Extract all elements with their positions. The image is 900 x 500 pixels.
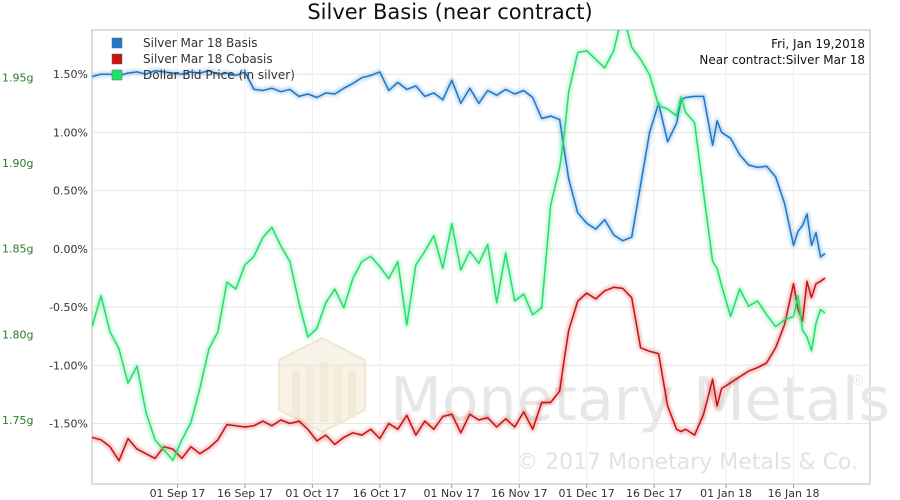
y-left-tick-label: -0.50% <box>49 301 88 314</box>
x-tick-label: 01 Dec 17 <box>559 487 615 500</box>
chart-title: Silver Basis (near contract) <box>307 0 592 24</box>
x-tick-label: 16 Jan 18 <box>768 487 820 500</box>
y-right-tick-label: 1.75g <box>2 414 33 427</box>
annotation-contract: Near contract:Silver Mar 18 <box>699 53 865 67</box>
x-tick-label: 16 Sep 17 <box>217 487 273 500</box>
y-left-tick-label: 0.50% <box>53 185 88 198</box>
legend-label: Dollar Bid Price (in silver) <box>143 68 295 82</box>
x-tick-label: 01 Nov 17 <box>424 487 480 500</box>
y-right-tick-label: 1.95g <box>2 71 33 84</box>
x-tick-label: 16 Dec 17 <box>626 487 682 500</box>
legend: Silver Mar 18 Basis Silver Mar 18 Cobasis… <box>111 36 295 82</box>
legend-swatch <box>111 69 123 81</box>
axis-ticks: 1.50% 1.00% 0.50% 0.00% -0.50% -1.00% -1.50% 1.… <box>2 68 820 500</box>
y-right-tick-label: 1.85g <box>2 243 33 256</box>
watermark-registered: ® <box>851 373 865 389</box>
series-layer <box>92 30 827 464</box>
x-tick-label: 16 Oct 17 <box>353 487 407 500</box>
series-line <box>92 69 826 258</box>
legend-label: Silver Mar 18 Basis <box>143 36 257 50</box>
y-left-tick-label: -1.00% <box>49 359 88 372</box>
legend-swatch <box>111 37 123 49</box>
x-tick-label: 16 Nov 17 <box>491 487 547 500</box>
y-right-tick-label: 1.80g <box>2 328 33 341</box>
watermark: Monetary Metals ® © 2017 Monetary Metals… <box>278 336 890 475</box>
y-left-tick-label: 1.50% <box>53 68 88 81</box>
annotation-date: Fri, Jan 19,2018 <box>771 37 865 51</box>
legend-label: Silver Mar 18 Cobasis <box>143 52 273 66</box>
watermark-logo-icon <box>278 336 366 434</box>
y-left-tick-label: -1.50% <box>49 417 88 430</box>
legend-swatch <box>111 53 123 65</box>
x-tick-label: 01 Jan 18 <box>700 487 752 500</box>
series-line <box>92 277 826 462</box>
y-left-tick-label: 1.00% <box>53 126 88 139</box>
series-line <box>92 30 826 462</box>
x-tick-label: 01 Sep 17 <box>150 487 206 500</box>
watermark-copyright: © 2017 Monetary Metals & Co. <box>516 450 858 475</box>
y-left-tick-label: 0.00% <box>53 243 88 256</box>
y-right-tick-label: 1.90g <box>2 157 33 170</box>
x-tick-label: 01 Oct 17 <box>285 487 339 500</box>
